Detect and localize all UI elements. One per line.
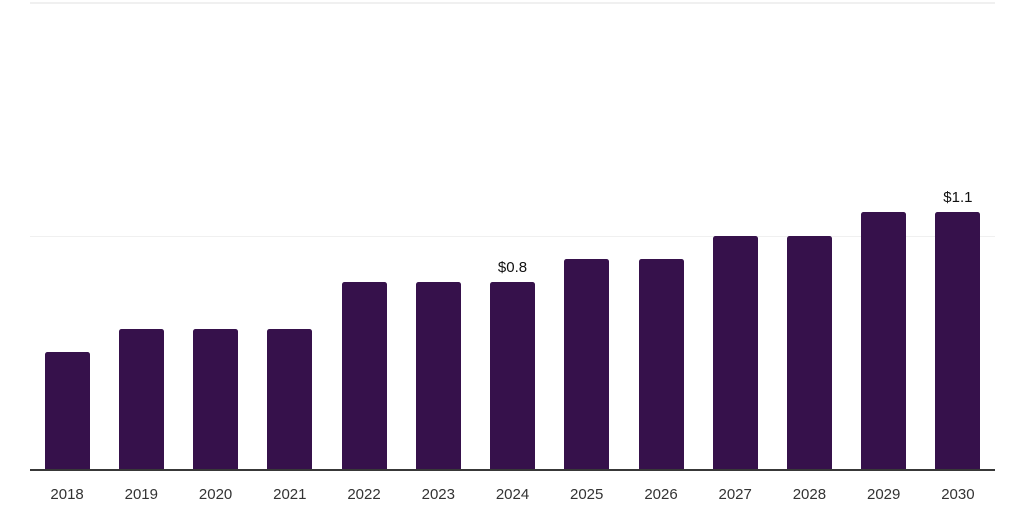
bar-2026 bbox=[638, 258, 684, 470]
x-tick-2027: 2027 bbox=[718, 486, 752, 503]
bar-2027 bbox=[712, 235, 758, 469]
x-tick-2019: 2019 bbox=[124, 486, 158, 503]
bar-2028 bbox=[786, 235, 832, 469]
x-tick-2030: 2030 bbox=[941, 486, 975, 503]
x-tick-2029: 2029 bbox=[867, 486, 901, 503]
bar-2030 bbox=[935, 212, 981, 469]
gridline-2 bbox=[30, 2, 995, 4]
bar-2025 bbox=[564, 258, 610, 470]
x-tick-2020: 2020 bbox=[198, 486, 233, 503]
bar-2019 bbox=[118, 328, 164, 469]
x-tick-2023: 2023 bbox=[421, 486, 455, 503]
bar-2018 bbox=[44, 352, 90, 470]
bar-2021 bbox=[267, 328, 313, 469]
x-tick-2022: 2022 bbox=[347, 486, 381, 503]
x-tick-2025: 2025 bbox=[570, 486, 604, 503]
value-label-2030: $1.1 bbox=[943, 189, 973, 207]
x-tick-2026: 2026 bbox=[644, 486, 678, 503]
x-tick-2028: 2028 bbox=[792, 486, 827, 503]
bar-2023 bbox=[415, 282, 461, 469]
bar-2024 bbox=[490, 282, 535, 469]
x-tick-2024: 2024 bbox=[495, 486, 530, 503]
x-tick-2021: 2021 bbox=[273, 486, 307, 503]
bar-2020 bbox=[193, 328, 239, 469]
gridline-1 bbox=[30, 235, 995, 237]
bar-2022 bbox=[341, 282, 387, 469]
value-label-2024: $0.8 bbox=[497, 259, 528, 277]
bar-2029 bbox=[861, 212, 907, 469]
x-tick-2018: 2018 bbox=[50, 486, 84, 503]
x-axis-line bbox=[30, 468, 995, 471]
